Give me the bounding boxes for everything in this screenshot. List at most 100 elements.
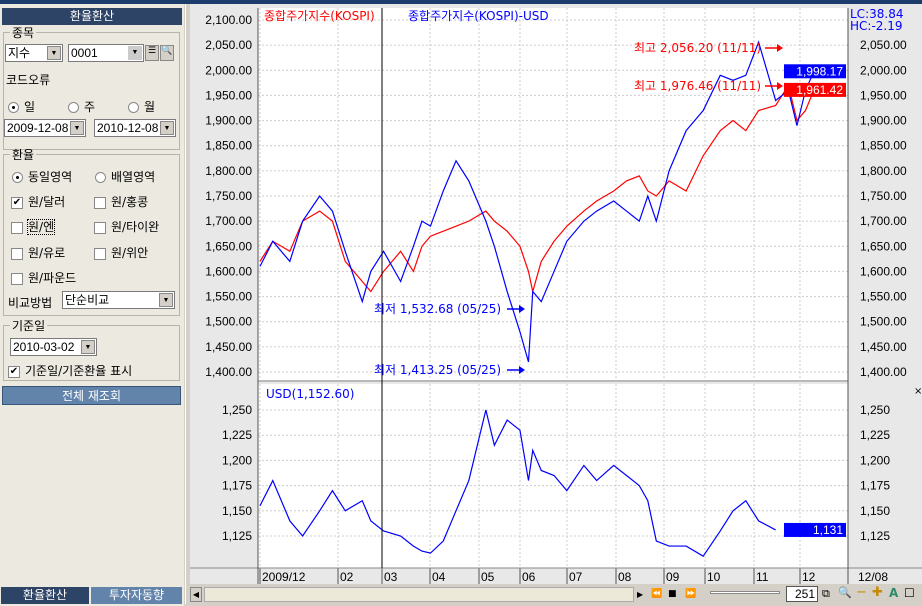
- right-y-tick-label: 1,800.00: [860, 164, 907, 178]
- base-date-label: 기준일: [12, 319, 46, 333]
- usd-panel: [258, 384, 848, 568]
- y-tick-label: 1,950.00: [205, 88, 252, 102]
- right-y-tick-label: 1,600.00: [860, 264, 907, 278]
- usd-y-tick-label: 1,225: [222, 428, 252, 442]
- y-tick-label: 1,850.00: [205, 139, 252, 153]
- checkbox-show-base[interactable]: ✔ 기준일/기준환율 표시: [8, 364, 133, 378]
- chevron-down-icon[interactable]: ▼: [47, 46, 61, 60]
- price-panel: [258, 8, 848, 380]
- last-kospi-tag-bg: [784, 82, 846, 97]
- fx-group: 환율: [3, 146, 180, 316]
- compare-method-select[interactable]: 단순비교 ▼: [62, 291, 175, 309]
- zoom-count-input[interactable]: 251: [786, 586, 818, 602]
- y-tick-label: 1,500.00: [205, 315, 252, 329]
- item-group-label: 종목: [12, 26, 35, 40]
- checkbox-krw-hkd[interactable]: 원/홍콩: [94, 193, 148, 210]
- right-y-tick-label: 1,700.00: [860, 214, 907, 228]
- magnifier-icon[interactable]: 🔍: [838, 586, 852, 599]
- x-tick-label: 08: [618, 570, 632, 584]
- x-end-label: 12/08: [858, 570, 888, 584]
- usd-y-tick-label: 1,175: [222, 479, 252, 493]
- item-type-select[interactable]: 지수 ▼: [5, 44, 63, 62]
- x-tick-label: 2009/12: [262, 570, 306, 584]
- chart-toolbar: ◀ ▶ ⏪ ■ ⏩ 251 ⧉ 🔍 − ✚ A ☐: [188, 585, 922, 604]
- right-y-tick-label: 1,900.00: [860, 114, 907, 128]
- base-date-picker[interactable]: 2010-03-02 ▼: [10, 338, 97, 356]
- usd-title: USD(1,152.60): [266, 387, 354, 401]
- radio-week[interactable]: 주: [68, 98, 95, 115]
- last-kospi-tag: 1,961.42: [796, 83, 843, 97]
- title-bar: [0, 0, 922, 4]
- search-icon[interactable]: 🔍: [160, 45, 174, 61]
- fx-group-label: 환율: [12, 148, 35, 162]
- y-tick-label: 2,050.00: [205, 38, 252, 52]
- y-tick-label: 1,700.00: [205, 214, 252, 228]
- code-error-label: 코드오류: [6, 73, 51, 87]
- usd-right-tick-label: 1,250: [860, 403, 890, 417]
- usd-right-tick-label: 1,125: [860, 529, 890, 543]
- x-tick-label: 09: [666, 570, 680, 584]
- right-y-tick-label: 2,050.00: [860, 38, 907, 52]
- zoom-slider[interactable]: [710, 591, 780, 594]
- legend-kospi: 종합주가지수(KOSPI): [264, 9, 375, 23]
- close-panel-icon: ×: [914, 386, 922, 397]
- tab-fx-conversion[interactable]: 환율환산: [1, 587, 89, 604]
- y-tick-label: 1,900.00: [205, 114, 252, 128]
- refresh-all-button[interactable]: 전체 재조회: [2, 386, 181, 405]
- overlay-icon[interactable]: ⧉: [822, 587, 830, 600]
- radio-day[interactable]: 일: [8, 98, 35, 115]
- sidebar: 환율환산 종목 지수 ▼ 0001 ▼ ☰ 🔍 코드오류 일 주 월 2009-12…: [0, 4, 184, 606]
- annotation-label: 최고 2,056.20 (11/11): [634, 41, 761, 55]
- y-tick-label: 1,800.00: [205, 164, 252, 178]
- scroll-left-button[interactable]: ◀: [190, 587, 202, 602]
- x-tick-label: 05: [481, 570, 495, 584]
- last-kospi-usd-tag: 1,998.17: [796, 64, 843, 78]
- legend-kospi-usd: 종합주가지수(KOSPI)-USD: [408, 9, 549, 23]
- chart-area: 2,100.00 2,050.00 2,000.00 1,950.00 1,900.00…: [190, 4, 922, 584]
- window-icon[interactable]: ☐: [904, 586, 915, 600]
- checkbox-krw-cny[interactable]: 원/위안: [94, 244, 148, 261]
- tab-investor-trend[interactable]: 투자자동향: [91, 587, 182, 604]
- stop-icon[interactable]: ■: [668, 589, 677, 599]
- right-y-tick-label: 1,550.00: [860, 290, 907, 304]
- radio-month[interactable]: 월: [128, 98, 155, 115]
- horizontal-scrollbar[interactable]: [204, 587, 634, 602]
- last-usd-tag: 1,131: [813, 523, 843, 537]
- scroll-right-button[interactable]: ▶: [637, 590, 644, 599]
- base-date-group: 기준일: [3, 317, 180, 381]
- last-kospi-usd-tag-bg: [784, 64, 846, 79]
- y-tick-label: 1,450.00: [205, 340, 252, 354]
- radio-same-area[interactable]: 동일영역: [12, 168, 72, 185]
- checkbox-krw-jpy[interactable]: 원/엔: [11, 218, 56, 235]
- compare-method-label: 비교방법: [8, 296, 53, 310]
- y-tick-label: 1,600.00: [205, 264, 252, 278]
- checkbox-krw-gbp[interactable]: 원/파운드: [11, 269, 76, 286]
- radio-separate-area[interactable]: 배열영역: [95, 168, 155, 185]
- y-tick-label: 2,100.00: [205, 13, 252, 27]
- zoom-out-icon[interactable]: −: [856, 585, 867, 600]
- start-date-picker[interactable]: 2009-12-08 ▼: [4, 119, 86, 137]
- checkbox-krw-eur[interactable]: 원/유로: [11, 244, 65, 261]
- annotation-label: 최저 1,413.25 (05/25): [374, 363, 501, 377]
- list-icon[interactable]: ☰: [145, 45, 159, 61]
- splitter[interactable]: [185, 4, 189, 604]
- right-y-tick-label: 1,850.00: [860, 139, 907, 153]
- x-tick-label: 04: [432, 570, 446, 584]
- right-y-tick-label: 1,650.00: [860, 239, 907, 253]
- usd-line: [259, 409, 776, 557]
- x-tick-label: 07: [569, 570, 583, 584]
- item-code-input[interactable]: 0001 ▼: [68, 44, 144, 62]
- x-tick-label: 06: [522, 570, 536, 584]
- chevron-down-icon[interactable]: ▼: [128, 46, 142, 60]
- checkbox-krw-twd[interactable]: 원/타이완: [94, 218, 159, 235]
- fast-forward-icon[interactable]: ⏩: [685, 589, 697, 599]
- last-usd-tag-bg: [784, 522, 846, 537]
- text-tool-icon[interactable]: A: [889, 586, 899, 600]
- usd-y-tick-label: 1,125: [222, 529, 252, 543]
- rewind-icon[interactable]: ⏪: [651, 589, 663, 599]
- end-date-picker[interactable]: 2010-12-08 ▼: [94, 119, 176, 137]
- checkbox-krw-usd[interactable]: ✔ 원/달러: [11, 195, 66, 209]
- chart-svg: 2,100.00 2,050.00 2,000.00 1,950.00 1,900.00…: [190, 7, 922, 584]
- zoom-in-icon[interactable]: ✚: [872, 585, 883, 600]
- x-tick-label: 03: [384, 570, 398, 584]
